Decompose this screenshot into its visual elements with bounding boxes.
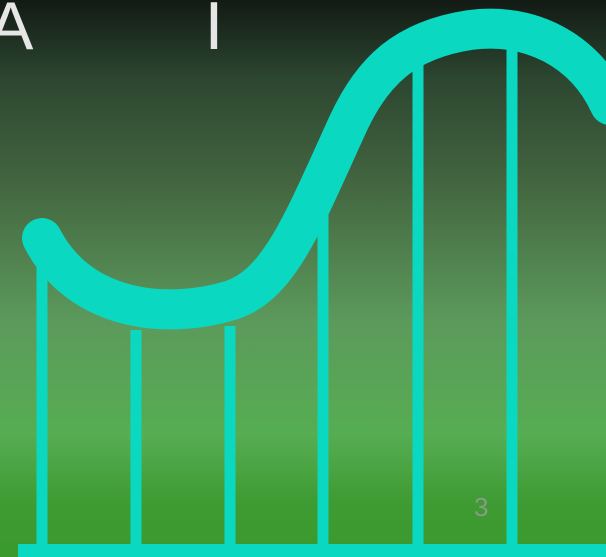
track-rail xyxy=(22,8,606,330)
slide-title-fragment: A I xyxy=(0,0,302,64)
ground-rail xyxy=(18,544,606,557)
page-number: 3 xyxy=(474,492,489,522)
track-supports xyxy=(36,44,518,548)
